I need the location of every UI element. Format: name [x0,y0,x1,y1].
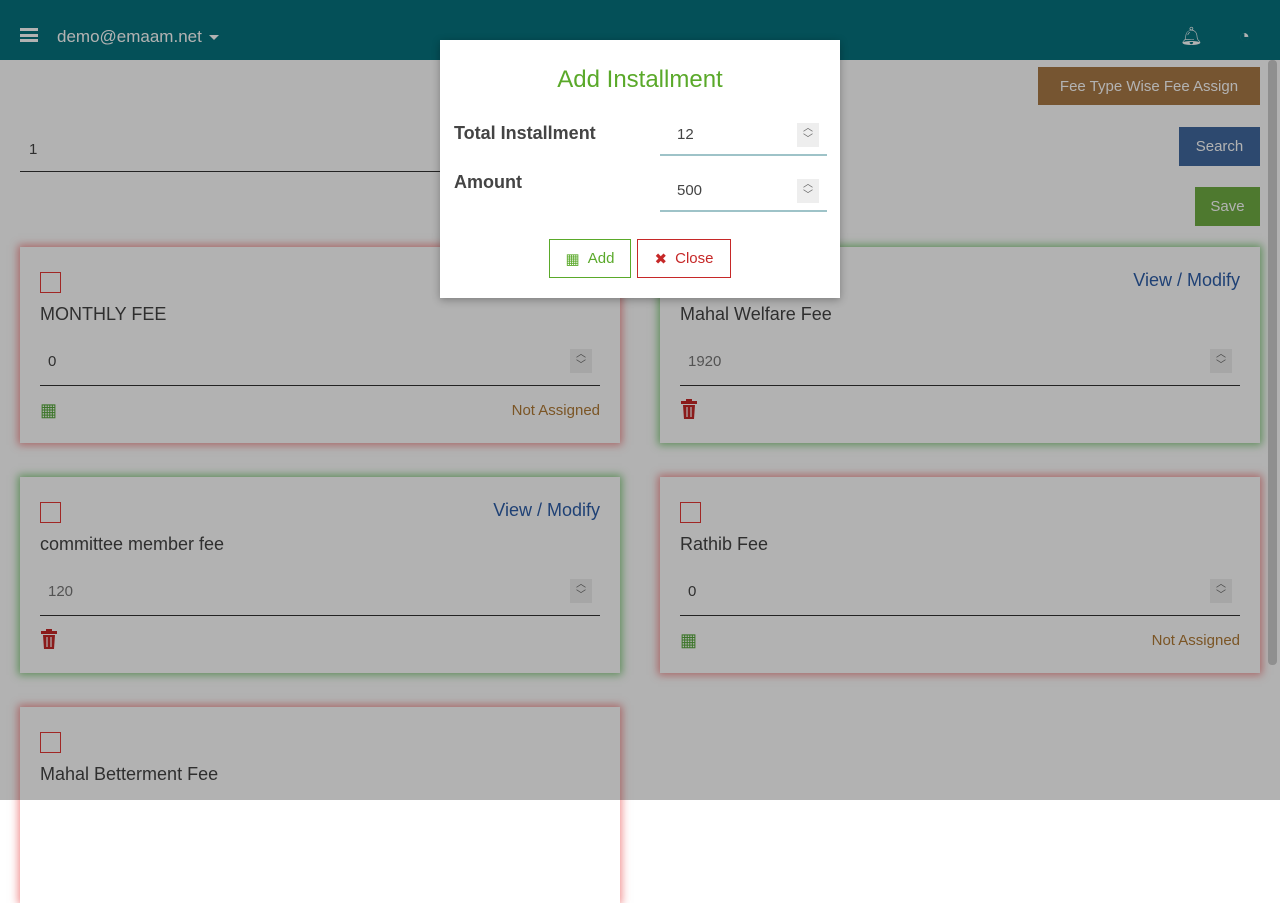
search-button[interactable]: Search [1179,127,1260,166]
fee-name: MONTHLY FEE [40,304,167,324]
save-button[interactable]: Save [1195,187,1260,226]
spinner-icon[interactable]: ︿ ﹀ [797,123,819,147]
trash-icon[interactable] [40,629,58,649]
view-modify-link[interactable]: View / Modify [1133,270,1240,290]
fee-name: committee member fee [40,534,225,554]
total-installment-label: Total Installment [454,123,596,143]
fee-card: Rathib Fee 0 ︿ ﹀ ▦ Not Assigned [660,477,1260,673]
spinner-icon: ︿ ﹀ [570,579,592,603]
caret-down-icon [208,35,219,41]
total-installment-input[interactable]: 12 ︿ ﹀ [660,118,827,156]
fee-amount-input: 1920 ︿ ﹀ [680,344,1240,386]
spinner-icon[interactable]: ︿ ﹀ [570,349,592,373]
hamburger-menu-icon[interactable] [20,28,38,42]
fee-checkbox[interactable] [680,502,701,523]
fee-type-wise-fee-assign-button[interactable]: Fee Type Wise Fee Assign [1038,67,1260,105]
user-dropdown[interactable]: demo@emaam.net [57,27,219,47]
bell-icon[interactable]: 🔔︎ [1180,26,1203,46]
user-email: demo@emaam.net [57,27,202,46]
scrollbar[interactable] [1268,60,1277,665]
spinner-icon[interactable]: ︿ ﹀ [797,179,819,203]
fee-name: Mahal Welfare Fee [680,304,832,324]
fee-amount-input[interactable]: 0 ︿ ﹀ [680,574,1240,616]
status-label: Not Assigned [1151,632,1240,649]
spinner-icon: ︿ ﹀ [1210,349,1232,373]
fee-checkbox[interactable] [40,502,61,523]
fee-card: View / Modify Mahal Welfare Fee 1920 ︿ ﹀ [660,247,1260,443]
fee-checkbox[interactable] [40,732,61,753]
grid-icon: ▦ [565,250,580,268]
amount-input[interactable]: 500 ︿ ﹀ [660,174,827,212]
dashboard-icon[interactable]: ◔ [1239,26,1250,46]
amount-label: Amount [454,172,522,192]
add-installment-modal: Add Installment Total Installment 12 ︿ ﹀ A… [440,40,840,298]
view-modify-link[interactable]: View / Modify [493,500,600,520]
table-icon[interactable]: ▦ [680,630,698,650]
trash-icon[interactable] [680,399,698,419]
table-icon[interactable]: ▦ [40,400,58,420]
modal-title: Add Installment [557,66,723,93]
close-icon: ✖ [654,250,668,268]
fee-name: Mahal Betterment Fee [40,764,219,784]
fee-checkbox[interactable] [40,272,61,293]
status-label: Not Assigned [511,402,600,419]
add-button[interactable]: ▦ Add [549,239,631,278]
fee-name: Rathib Fee [680,534,769,554]
fee-card: View / Modify committee member fee 120 ︿ ﹀ [20,477,620,673]
close-button[interactable]: ✖ Close [637,239,731,278]
fee-amount-input[interactable]: 0 ︿ ﹀ [40,344,600,386]
fee-amount-input: 120 ︿ ﹀ [40,574,600,616]
search-input[interactable]: 1 [20,130,450,172]
spinner-icon[interactable]: ︿ ﹀ [1210,579,1232,603]
